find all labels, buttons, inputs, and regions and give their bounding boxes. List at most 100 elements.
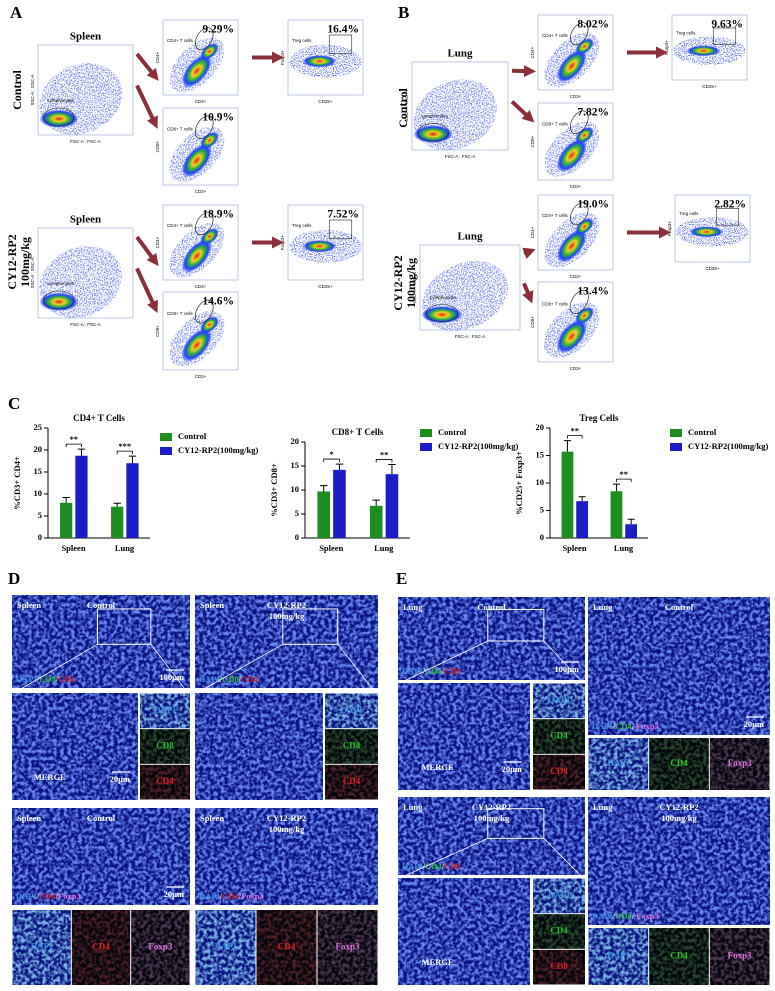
error-bar	[388, 464, 396, 475]
stain-part: CD4	[58, 674, 75, 684]
gate-label: Treg cells	[292, 223, 312, 228]
gate-label: Treg cells	[292, 38, 312, 43]
stain-part: DAPI	[16, 891, 37, 901]
legend-swatch	[670, 443, 682, 451]
legend-swatch	[670, 429, 682, 437]
flow-density	[200, 43, 219, 60]
stain-part: CD4	[425, 666, 442, 676]
stain-part: DAPI	[16, 674, 37, 684]
y-tick-label: 5	[540, 504, 544, 514]
stain-part: CD8	[222, 674, 239, 684]
legend-swatch	[420, 443, 432, 451]
channel-label: CD8	[550, 766, 568, 776]
tissue-label: Lung	[457, 231, 483, 243]
significance-label: *	[329, 449, 333, 459]
flow-gate	[425, 304, 459, 322]
channel-label: Foxp3	[728, 951, 753, 961]
flow-density	[303, 240, 336, 253]
channel-label: Foxp3	[335, 942, 360, 952]
zoom-line	[150, 644, 189, 694]
bar	[561, 451, 574, 538]
tissue-label: Lung	[403, 602, 423, 612]
significance-label: **	[380, 450, 389, 460]
significance-bracket	[616, 478, 632, 483]
y-tick-label: 10	[34, 488, 43, 498]
flow-density	[557, 229, 587, 263]
gate-percent: 2.82%	[714, 199, 746, 211]
y-tick-label: 5	[38, 510, 42, 520]
micrograph-texture	[649, 928, 709, 985]
micrograph-texture	[12, 595, 190, 688]
stain-part: /	[55, 891, 59, 901]
micrograph-texture	[12, 693, 138, 800]
stain-part: DAPI	[402, 861, 423, 871]
micrograph-texture	[195, 808, 378, 905]
stain-legend: DAPI/CD4/CD8	[402, 666, 461, 676]
zoom-box	[487, 608, 545, 642]
legend-label: CY12-RP2(100mg/kg)	[688, 441, 768, 451]
condition-label: 100mg/kg	[269, 824, 305, 834]
flow-density	[303, 55, 336, 68]
channel-label: CD4	[550, 926, 568, 936]
stain-part: DAPI	[592, 911, 613, 921]
flow-gate	[43, 290, 75, 310]
axis-label: FSC-A : FSC-A	[70, 322, 101, 327]
panel-label: E	[396, 569, 407, 588]
zoom-line	[337, 644, 377, 694]
stain-part: /	[422, 666, 426, 676]
axis-label: SSC-A : SSC-A	[404, 90, 409, 121]
condition-label: 100mg/kg	[269, 611, 305, 621]
gate-label: Treg cells	[676, 30, 696, 35]
tissue-label: Spleen	[70, 214, 101, 226]
merge-label: MERGE	[34, 772, 66, 782]
axis-label: Foxp3+	[280, 235, 285, 251]
channel-label: CD4	[550, 731, 568, 741]
x-tick-label: Lung	[115, 543, 135, 553]
axis-label: Foxp3+	[280, 50, 285, 66]
bar	[126, 463, 139, 538]
condition-label: Control	[87, 813, 116, 823]
stain-legend: DAPI/CD4/ Foxp3	[592, 721, 659, 731]
channel-label: DAPI	[607, 758, 629, 768]
gate-label: Lymphocytes	[48, 98, 75, 103]
micrograph-texture	[588, 797, 770, 925]
flow-gate	[569, 289, 589, 315]
flow-density	[575, 127, 594, 144]
error-bar	[113, 502, 121, 507]
significance-bracket	[567, 435, 583, 439]
stain-part: /	[612, 911, 616, 921]
flow-density	[575, 218, 594, 235]
stain-part: CD8	[39, 674, 56, 684]
bar	[369, 505, 383, 538]
axis-label: Foxp3+	[664, 40, 669, 56]
tissue-label: Spleen	[17, 600, 41, 610]
stain-part: /	[55, 674, 59, 684]
condition-label: 100mg/kg	[404, 258, 418, 308]
stain-part: CD4	[615, 911, 632, 921]
tissue-label: Lung	[403, 802, 423, 812]
axis-label: CD4+	[155, 51, 160, 63]
gate-percent: 9.29%	[202, 24, 234, 36]
micrograph-texture	[195, 910, 256, 985]
legend-label: CY12-RP2(100mg/kg)	[438, 441, 518, 451]
axis-label: CD3+	[570, 274, 582, 279]
gate-percent: 7.52%	[327, 209, 359, 221]
axis-label: CD3+	[195, 374, 207, 379]
flow-gate	[194, 299, 214, 324]
stain-part: /	[36, 891, 40, 901]
micrograph-texture	[709, 738, 770, 790]
scale-label: 20μm	[744, 719, 764, 729]
significance-bracket	[323, 458, 340, 463]
legend-swatch	[160, 433, 172, 441]
y-tick-label: 15	[34, 466, 43, 476]
error-bar	[372, 499, 380, 506]
axis-label: FSC-A : FSC-A	[445, 154, 476, 159]
gate-percent: 18.9%	[202, 209, 234, 221]
y-tick-label: 0	[540, 532, 544, 542]
flow-arrow	[135, 84, 158, 129]
error-bar	[62, 497, 70, 503]
axis-label: Foxp3+	[667, 221, 672, 237]
y-axis-label: %CD25+ Foxp3+	[514, 451, 524, 515]
bar	[111, 506, 124, 538]
bar	[317, 491, 330, 538]
